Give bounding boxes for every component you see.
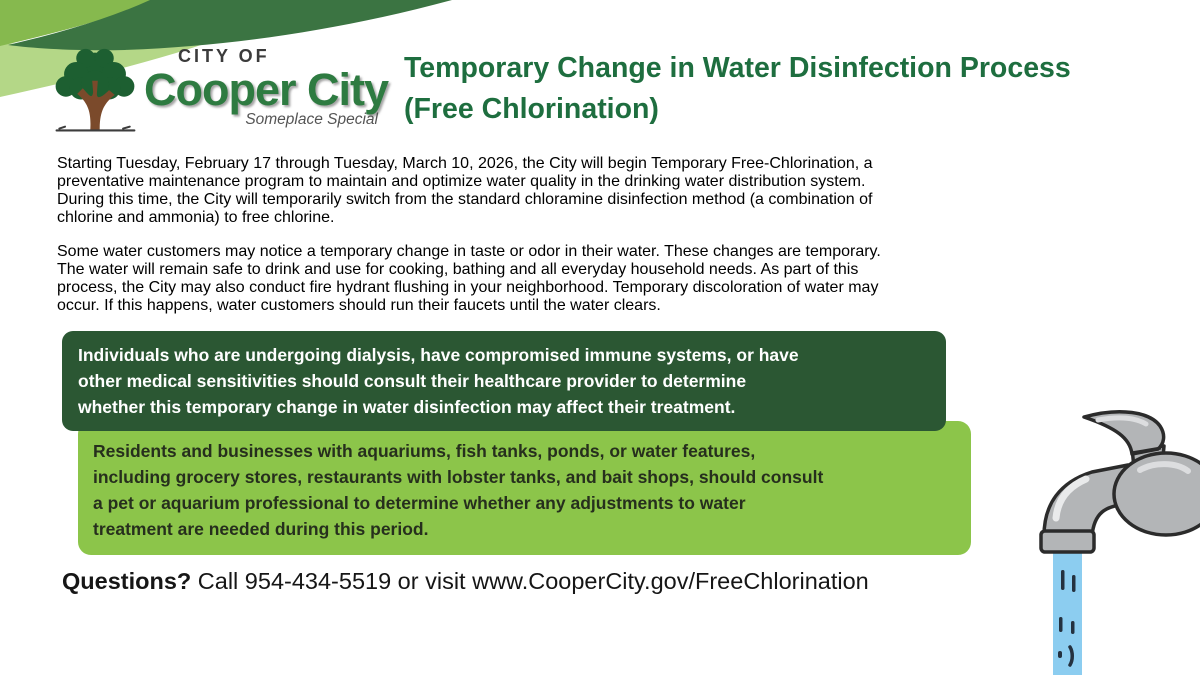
page-title-line1: Temporary Change in Water Disinfection P… (404, 52, 1071, 84)
page-title-line2: (Free Chlorination) (404, 93, 659, 126)
text-line: preventative maintenance program to main… (57, 173, 866, 190)
text-line: Individuals who are undergoing dialysis,… (78, 345, 799, 365)
text-line: other medical sensitivities should consu… (78, 371, 747, 391)
text-line: whether this temporary change in water d… (78, 397, 736, 417)
text-line: including grocery stores, restaurants wi… (93, 467, 824, 487)
callout-medical-notice: Individuals who are undergoing dialysis,… (62, 331, 946, 431)
water-stream (1053, 548, 1082, 675)
text-line: Starting Tuesday, February 17 through Tu… (57, 155, 873, 172)
footer-contact-line: Questions? Call 954-434-5519 or visit ww… (62, 568, 1164, 595)
callout-aquarium-notice: Residents and businesses with aquariums,… (78, 421, 971, 555)
text-line: The water will remain safe to drink and … (57, 261, 859, 278)
cooper-city-logo: CITY OF Cooper City Someplace Special (50, 40, 404, 140)
tree-icon (55, 48, 136, 132)
notice-body: Starting Tuesday, February 17 through Tu… (57, 155, 1164, 595)
text-line: a pet or aquarium professional to determ… (93, 493, 746, 513)
text-line: chlorine and ammonia) to free chlorine. (57, 209, 335, 226)
questions-label: Questions? (62, 568, 192, 594)
text-line: occur. If this happens, water customers … (57, 297, 661, 314)
text-line: Residents and businesses with aquariums,… (93, 441, 756, 461)
contact-text: Call 954-434-5519 or visit www.CooperCit… (191, 568, 869, 594)
text-line: During this time, the City will temporar… (57, 191, 873, 208)
page-title: Temporary Change in Water Disinfection P… (404, 40, 1071, 131)
logo-text: CITY OF Cooper City Someplace Special (144, 40, 389, 140)
text-line: Some water customers may notice a tempor… (57, 243, 881, 260)
logo-city-name: Cooper City (144, 64, 389, 115)
faucet-icon (1039, 410, 1200, 675)
logo-tagline: Someplace Special (245, 110, 379, 128)
header: CITY OF Cooper City Someplace Special Te… (50, 40, 1176, 140)
text-line: treatment are needed during this period. (93, 519, 429, 539)
text-line: process, the City may also conduct fire … (57, 279, 879, 296)
logo-city-of: CITY OF (178, 46, 270, 66)
